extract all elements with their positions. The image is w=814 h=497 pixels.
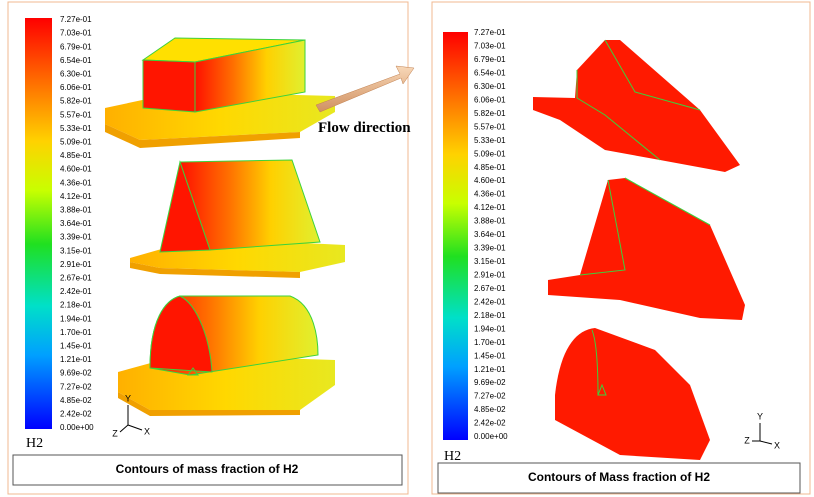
legend-label: 2.42e-01 [474,297,506,306]
colorbar [443,32,468,440]
axis-label: Z [744,435,750,445]
legend-label: 2.91e-01 [60,260,92,269]
legend-label: 3.15e-01 [60,246,92,255]
legend-label: 0.00e+00 [474,432,508,441]
legend-label: 0.00e+00 [60,423,94,432]
cylinder-model [555,328,710,460]
legend-label: 1.70e-01 [474,338,506,347]
legend-label: 6.79e-01 [60,42,92,51]
legend-label: 4.60e-01 [60,165,92,174]
legend-label: 7.03e-01 [60,29,92,38]
caption: Contours of mass fraction of H2 [116,462,299,476]
legend-label: 1.45e-01 [60,342,92,351]
box-model [105,38,335,148]
legend-label: 5.33e-01 [60,124,92,133]
axis-label: Z [112,428,118,438]
legend-label: 9.69e-02 [60,369,92,378]
legend-label: 9.69e-02 [474,378,506,387]
legend-label: 2.67e-01 [60,274,92,283]
caption: Contours of Mass fraction of H2 [528,470,710,484]
legend-label: 1.21e-01 [474,365,506,374]
legend-label: 7.27e-01 [60,15,92,24]
legend-label: 1.94e-01 [474,324,506,333]
legend-label: 3.64e-01 [474,230,506,239]
axis-label: Y [125,393,131,403]
legend-label: 3.15e-01 [474,257,506,266]
legend-label: 7.03e-01 [474,42,506,51]
legend-label: 6.06e-01 [60,83,92,92]
legend-label: 3.88e-01 [474,217,506,226]
legend-label: 2.67e-01 [474,284,506,293]
legend-label: 1.45e-01 [474,351,506,360]
legend-label: 1.21e-01 [60,355,92,364]
legend-label: 5.33e-01 [474,136,506,145]
legend-label: 3.39e-01 [474,244,506,253]
legend-label: 2.42e-02 [60,410,92,419]
legend-label: 4.85e-02 [60,396,92,405]
legend-label: 4.36e-01 [60,178,92,187]
legend-label: 2.91e-01 [474,271,506,280]
legend-label: 5.57e-01 [60,110,92,119]
box-model [533,40,740,172]
prism-model [548,178,745,320]
legend-label: 5.09e-01 [60,138,92,147]
legend-label: 4.85e-02 [474,405,506,414]
cylinder-model [118,296,335,416]
legend-label: 1.70e-01 [60,328,92,337]
legend-label: 2.42e-01 [60,287,92,296]
legend-label: 1.94e-01 [60,314,92,323]
legend-label: 3.64e-01 [60,219,92,228]
legend-label: 7.27e-02 [474,392,506,401]
legend-label: 7.27e-02 [60,382,92,391]
legend-label: 6.30e-01 [60,70,92,79]
legend-label: 7.27e-01 [474,28,506,37]
page: Flow direction 7.27e-01 7.03e-01 6.79e-01 6… [0,0,814,497]
legend-label: 6.30e-01 [474,82,506,91]
axis-label: Y [757,411,763,421]
legend-label: 4.12e-01 [60,192,92,201]
flow-arrow [316,66,414,112]
legend-label: 6.54e-01 [474,69,506,78]
legend-label: 2.18e-01 [60,301,92,310]
legend-label: 4.12e-01 [474,203,506,212]
annotation: Flow direction [318,120,411,136]
legend-label: 3.88e-01 [60,206,92,215]
legend-label: 3.39e-01 [60,233,92,242]
legend-label: 2.42e-02 [474,419,506,428]
legend-label: 5.09e-01 [474,149,506,158]
legend-label: 4.85e-01 [60,151,92,160]
legend-label: 5.82e-01 [474,109,506,118]
figure: Flow direction 7.27e-01 7.03e-01 6.79e-01 6… [0,0,814,497]
legend-label: 6.06e-01 [474,95,506,104]
legend-label: 5.82e-01 [60,97,92,106]
legend-label: 5.57e-01 [474,122,506,131]
legend-label: 2.18e-01 [474,311,506,320]
legend-label: 4.85e-01 [474,163,506,172]
axis-label: X [774,440,780,450]
prism-model [130,160,345,278]
legend-title: H2 [26,436,43,451]
legend-label: 4.60e-01 [474,176,506,185]
legend-title: H2 [444,449,461,464]
colorbar [25,18,52,429]
legend-label: 4.36e-01 [474,190,506,199]
legend-label: 6.54e-01 [60,56,92,65]
axis-label: X [144,426,150,436]
legend-label: 6.79e-01 [474,55,506,64]
